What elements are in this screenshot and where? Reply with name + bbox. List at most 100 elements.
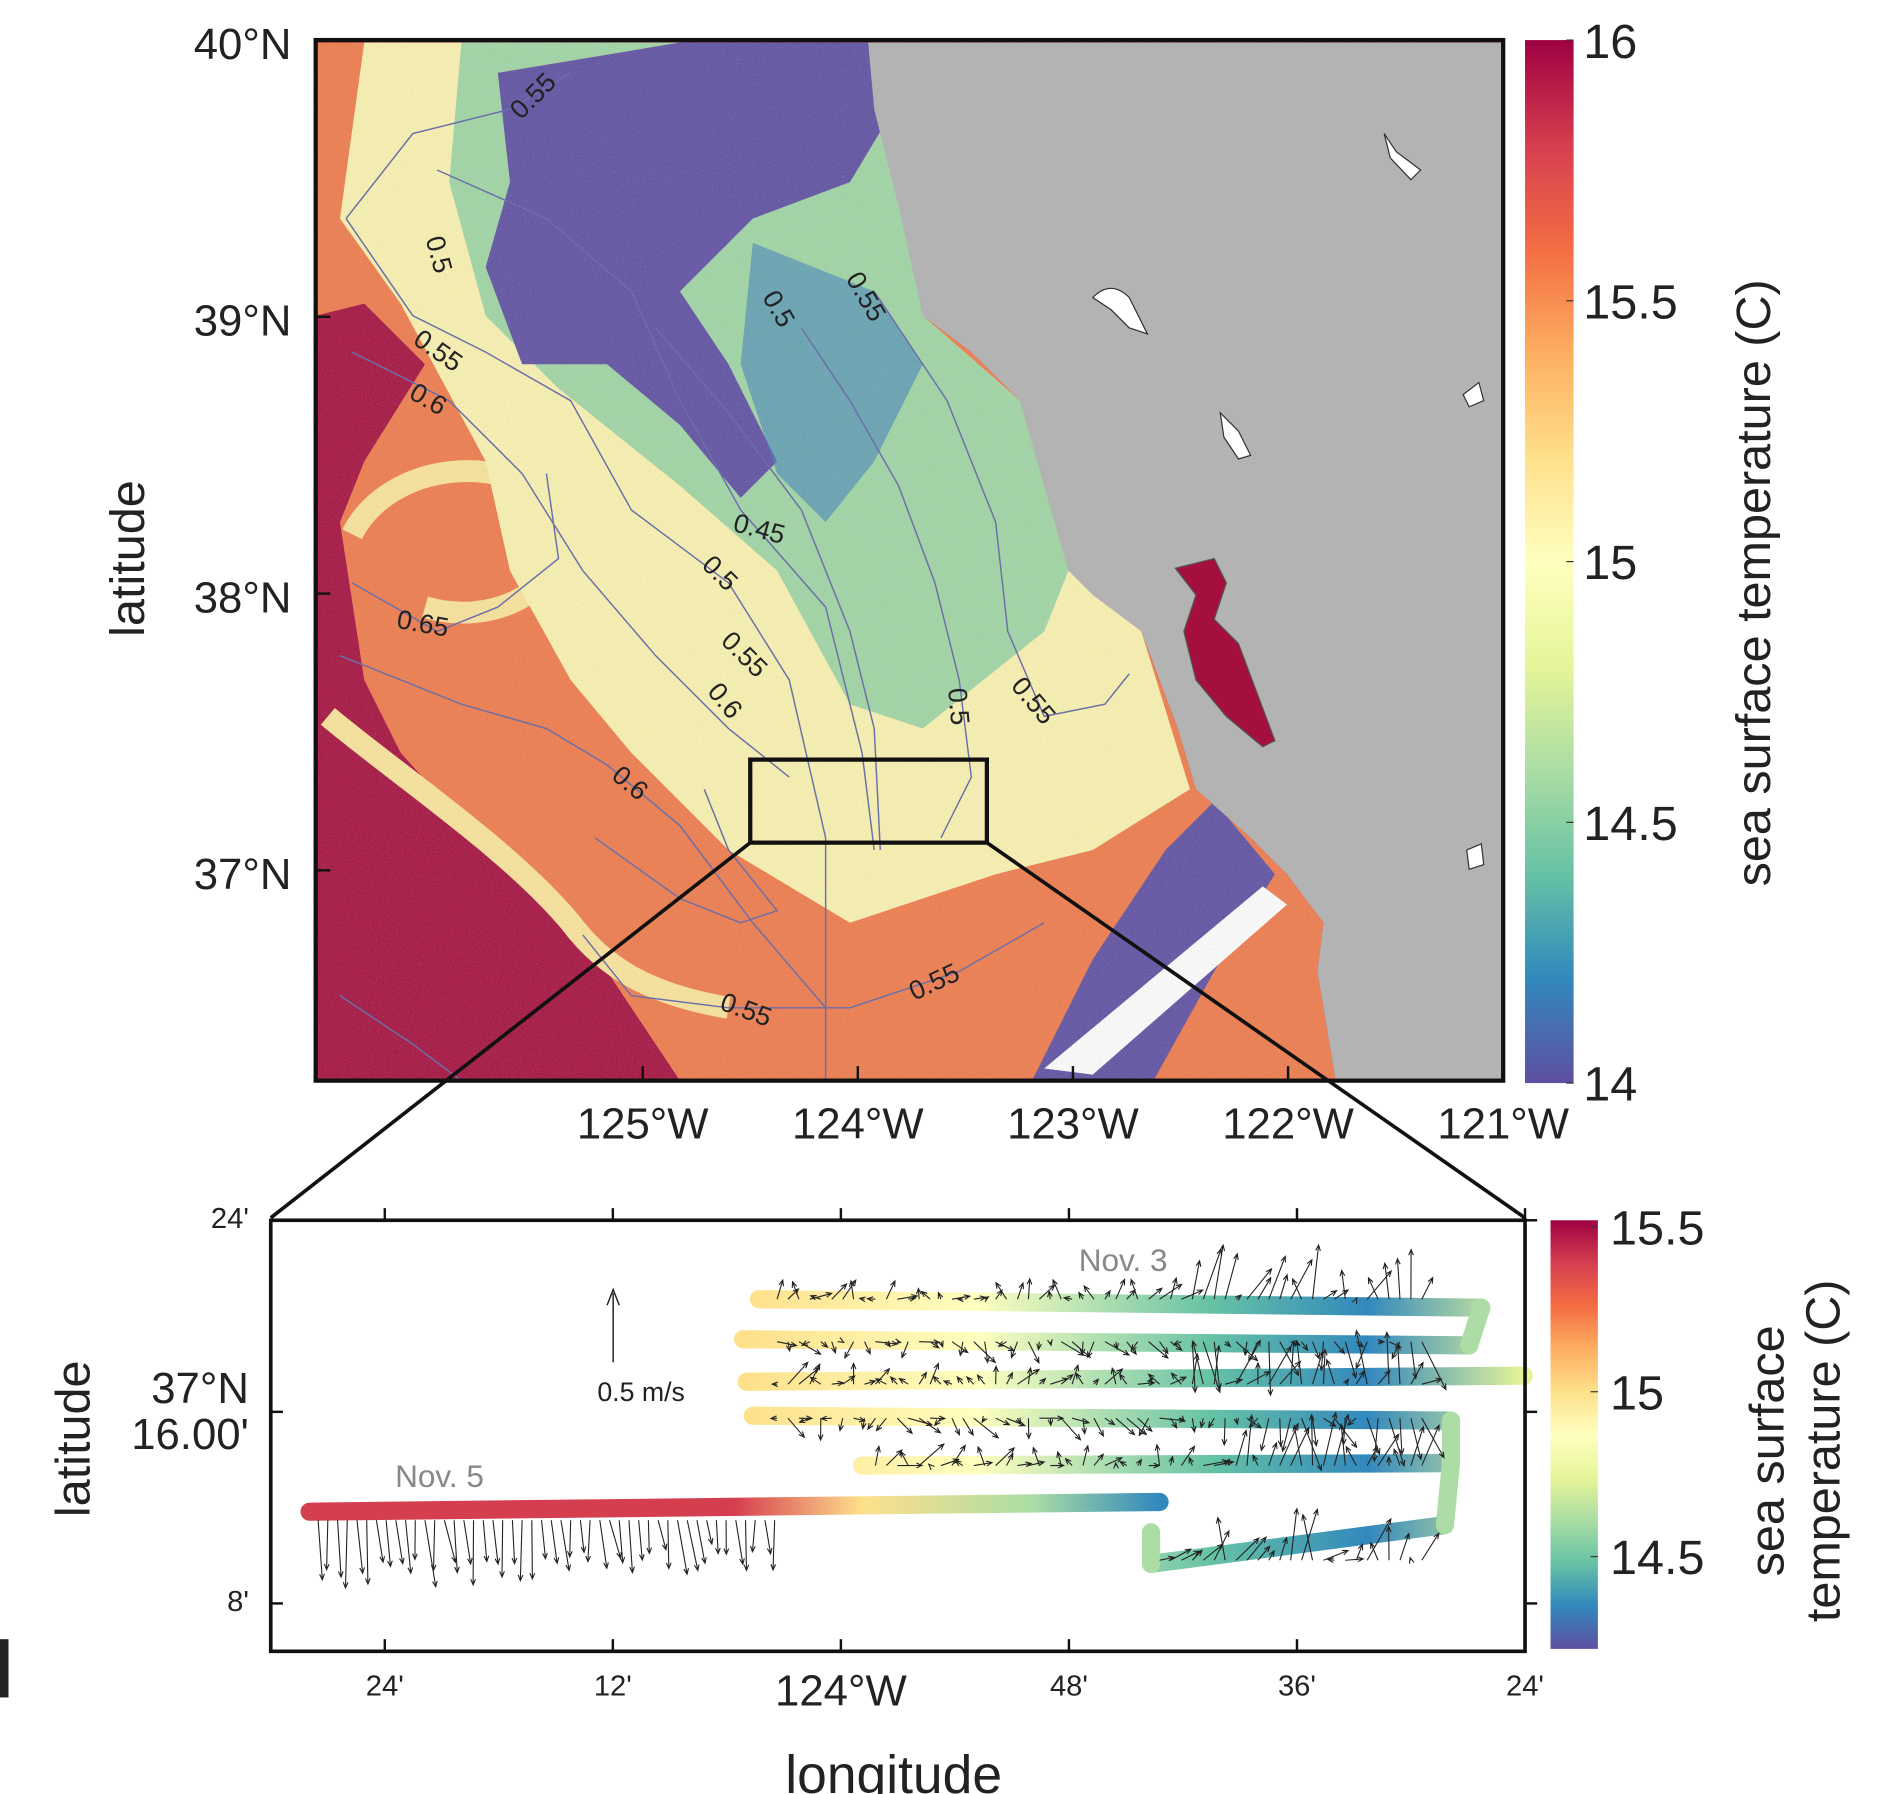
current-arrow — [1170, 1417, 1178, 1430]
current-arrow — [1339, 1268, 1346, 1300]
current-arrow — [930, 1415, 947, 1422]
current-arrow — [1408, 1248, 1414, 1300]
current-arrow — [809, 1294, 821, 1301]
current-arrow — [800, 1340, 811, 1346]
current-arrow — [889, 1376, 898, 1385]
current-arrow — [1047, 1339, 1053, 1347]
current-arrow — [915, 1287, 922, 1300]
current-arrow — [1148, 1287, 1163, 1300]
current-arrow — [1104, 1457, 1124, 1467]
map-frame — [313, 37, 1506, 1083]
current-arrow — [356, 1520, 365, 1575]
current-arrow — [1168, 1455, 1175, 1466]
current-arrow — [1130, 1278, 1139, 1300]
current-arrow — [875, 1340, 899, 1347]
current-arrow — [1338, 1422, 1346, 1466]
current-arrow — [1312, 1418, 1319, 1447]
current-arrow — [1188, 1456, 1194, 1466]
current-arrow — [785, 1341, 792, 1353]
x-axis-label: longitude — [785, 1746, 1002, 1794]
current-arrow — [1399, 1532, 1410, 1561]
current-arrow — [776, 1278, 784, 1300]
current-arrow — [995, 1417, 1011, 1426]
current-arrow — [1036, 1341, 1042, 1351]
current-arrow — [1006, 1371, 1014, 1385]
x-tick-label: 124°W — [775, 1666, 907, 1715]
inset-frame — [268, 1218, 1527, 1654]
current-arrow — [750, 1520, 756, 1554]
current-arrow — [1233, 1417, 1239, 1426]
current-arrow — [1290, 1339, 1297, 1385]
current-arrow — [770, 1520, 777, 1572]
current-arrow — [956, 1375, 964, 1385]
current-arrow — [1384, 1330, 1390, 1385]
current-arrow — [776, 1341, 798, 1348]
current-arrow — [1118, 1460, 1128, 1467]
x-tick-label: 124°W — [792, 1099, 924, 1148]
current-arrow — [1393, 1447, 1401, 1466]
current-arrow — [430, 1520, 437, 1572]
current-arrow — [875, 1417, 887, 1432]
current-arrow — [791, 1280, 800, 1300]
x-tick-label: 24' — [366, 1670, 404, 1702]
x-tick-label: 24' — [1506, 1670, 1544, 1702]
current-arrow — [1323, 1549, 1350, 1561]
x-tick-label: 125°W — [577, 1099, 709, 1148]
current-arrow — [1325, 1358, 1335, 1385]
current-arrow — [1170, 1341, 1183, 1351]
current-arrow — [1056, 1450, 1062, 1466]
panel-mark — [0, 1639, 9, 1698]
current-arrow — [1180, 1445, 1196, 1466]
current-arrow — [1113, 1461, 1119, 1469]
scale-arrow — [606, 1287, 620, 1363]
current-vectors — [317, 1243, 1447, 1590]
current-arrow — [1006, 1452, 1014, 1466]
current-arrow — [1259, 1418, 1270, 1452]
current-arrow — [1410, 1361, 1424, 1385]
current-arrow — [1169, 1276, 1178, 1300]
y-axis-label: latitude — [46, 1361, 100, 1518]
current-arrow — [1367, 1276, 1379, 1300]
current-arrow — [897, 1462, 924, 1469]
current-arrow — [1312, 1350, 1324, 1385]
current-arrow — [1113, 1341, 1120, 1351]
current-arrow — [1235, 1339, 1261, 1385]
current-arrow — [529, 1520, 536, 1581]
current-arrow — [1344, 1341, 1358, 1380]
current-arrow — [1235, 1294, 1243, 1301]
current-arrow — [1268, 1441, 1278, 1466]
current-arrow — [706, 1520, 714, 1546]
colorbar-tick-label: 14.5 — [1583, 797, 1678, 851]
current-arrow — [1052, 1278, 1062, 1300]
current-arrow — [885, 1279, 896, 1300]
current-arrow — [1071, 1417, 1091, 1425]
colorbar-tick-label: 14.5 — [1610, 1531, 1705, 1585]
current-arrow — [1301, 1417, 1323, 1472]
current-arrow — [1093, 1417, 1105, 1438]
colorbar — [1525, 40, 1574, 1084]
current-arrow — [412, 1520, 418, 1561]
current-arrow — [1191, 1259, 1202, 1300]
x-tick-label: 123°W — [1007, 1099, 1139, 1148]
current-arrow — [482, 1520, 490, 1563]
current-arrow — [993, 1364, 999, 1385]
current-arrow — [938, 1340, 944, 1349]
current-arrow — [1279, 1536, 1288, 1561]
y-tick-label: 39°N — [194, 297, 292, 346]
current-arrow — [809, 1376, 822, 1385]
current-arrow — [1050, 1462, 1066, 1469]
y-tick-label: 37°N — [194, 850, 292, 899]
current-arrow — [1345, 1445, 1357, 1466]
current-arrow — [1377, 1433, 1400, 1466]
current-arrow — [1215, 1516, 1226, 1561]
current-arrow — [1028, 1460, 1046, 1467]
current-arrow — [838, 1418, 844, 1432]
current-arrow — [997, 1341, 1007, 1348]
current-arrow — [1292, 1424, 1303, 1466]
current-arrow — [853, 1416, 867, 1423]
current-arrow — [579, 1520, 587, 1554]
current-arrow — [866, 1296, 876, 1302]
current-arrow — [1301, 1508, 1319, 1561]
current-arrow — [981, 1415, 988, 1424]
